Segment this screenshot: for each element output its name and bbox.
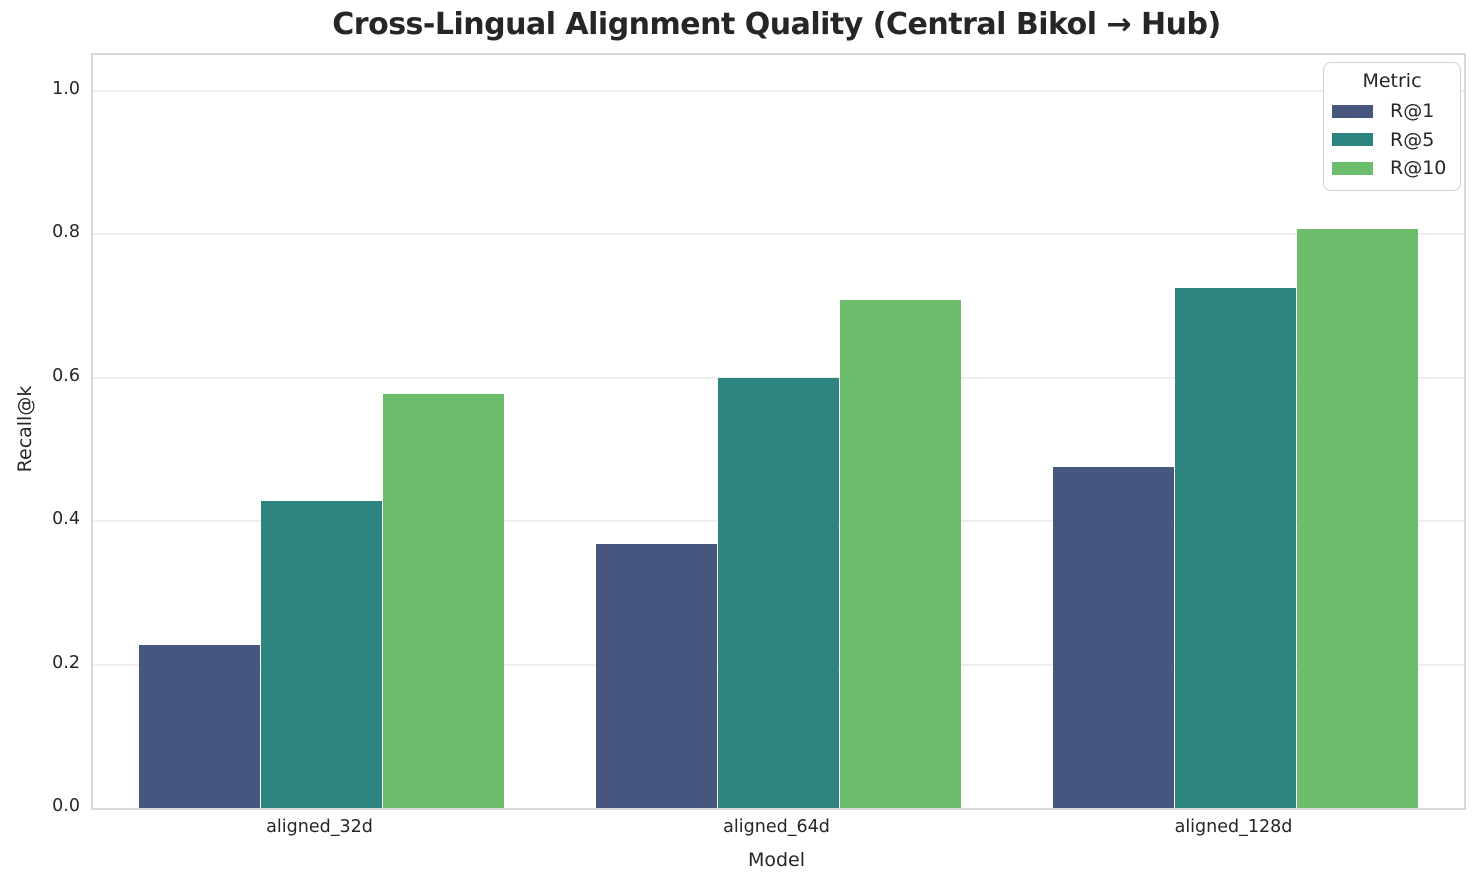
legend-swatch-R@1 bbox=[1332, 104, 1373, 118]
legend-entry-R@5: R@5 bbox=[1324, 126, 1460, 155]
legend-label-R@1: R@1 bbox=[1390, 100, 1435, 123]
bar-aligned_32d-R@5 bbox=[261, 500, 382, 808]
ytick-label-0.4: 0.4 bbox=[52, 509, 80, 530]
bar-aligned_64d-R@5 bbox=[718, 377, 839, 808]
bar-aligned_128d-R@10 bbox=[1297, 229, 1418, 808]
bar-group-aligned_32d bbox=[139, 394, 504, 808]
bar-aligned_128d-R@1 bbox=[1053, 466, 1174, 808]
legend-title: Metric bbox=[1362, 70, 1422, 92]
bar-aligned_64d-R@1 bbox=[596, 544, 717, 808]
legend-label-R@5: R@5 bbox=[1390, 128, 1435, 151]
bar-aligned_32d-R@1 bbox=[139, 645, 260, 808]
legend: Metric R@1 R@5 R@10 bbox=[1323, 62, 1461, 191]
xtick-label-aligned_128d: aligned_128d bbox=[1174, 817, 1293, 837]
legend-swatch-R@5 bbox=[1332, 133, 1373, 147]
bar-aligned_64d-R@10 bbox=[840, 300, 961, 808]
ytick-label-0.0: 0.0 bbox=[52, 796, 80, 816]
legend-label-R@10: R@10 bbox=[1390, 157, 1447, 180]
bar-group-aligned_128d bbox=[1053, 229, 1418, 808]
gridline-y-1 bbox=[93, 89, 1464, 92]
ytick-label-0.2: 0.2 bbox=[52, 652, 80, 673]
legend-entries: R@1 R@5 R@10 bbox=[1324, 97, 1460, 183]
legend-entry-R@1: R@1 bbox=[1324, 97, 1460, 126]
ytick-label-1.0: 1.0 bbox=[52, 78, 80, 99]
bar-group-aligned_64d bbox=[596, 300, 961, 808]
bar-aligned_32d-R@10 bbox=[383, 394, 504, 808]
xtick-label-aligned_64d: aligned_64d bbox=[723, 817, 830, 837]
plot-area bbox=[91, 53, 1466, 810]
y-axis-label: Recall@k bbox=[14, 385, 36, 473]
legend-swatch-R@10 bbox=[1332, 161, 1373, 175]
legend-entry-R@10: R@10 bbox=[1324, 154, 1460, 183]
x-axis-label: Model bbox=[747, 849, 806, 871]
ytick-label-0.6: 0.6 bbox=[52, 365, 80, 386]
gridline-y-0.8 bbox=[93, 233, 1464, 236]
ytick-label-0.8: 0.8 bbox=[52, 222, 80, 243]
bar-aligned_128d-R@5 bbox=[1175, 287, 1296, 808]
xtick-label-aligned_32d: aligned_32d bbox=[266, 817, 373, 837]
chart-title: Cross-Lingual Alignment Quality (Central… bbox=[332, 7, 1221, 42]
